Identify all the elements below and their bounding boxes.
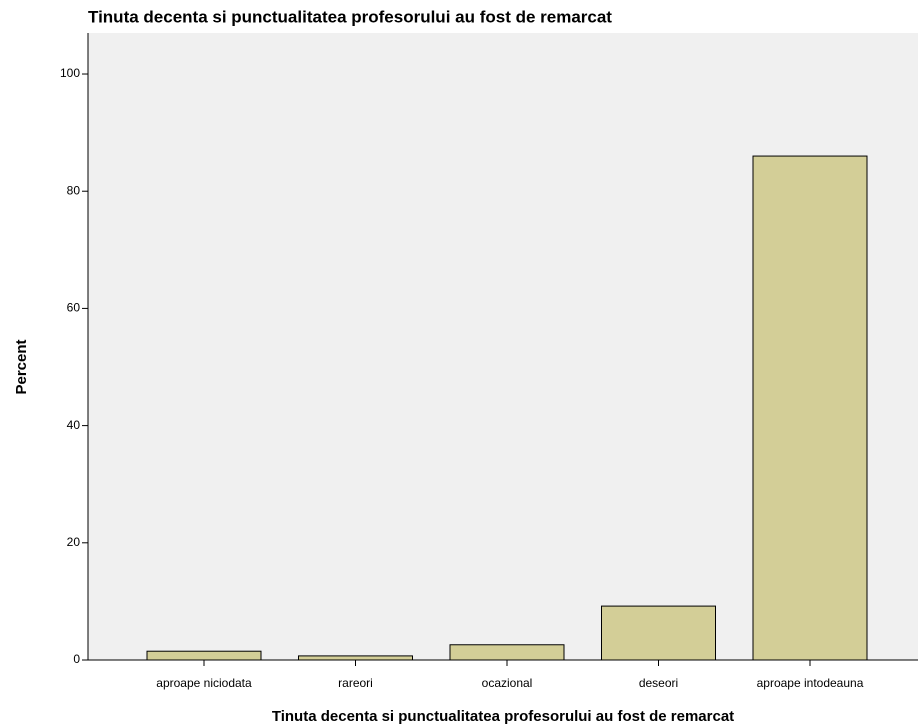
bar — [752, 155, 868, 661]
y-tick-label: 100 — [60, 66, 80, 80]
bar — [298, 655, 413, 661]
x-tick-label: deseori — [639, 676, 678, 690]
y-tick-label: 80 — [67, 183, 81, 197]
bar — [601, 605, 716, 661]
y-axis-title: Percent — [13, 339, 30, 394]
y-tick-label: 60 — [67, 301, 81, 315]
y-tick-label: 0 — [73, 652, 80, 666]
x-tick-label: rareori — [338, 676, 373, 690]
x-tick-label: aproape intodeauna — [757, 676, 864, 690]
bar — [146, 650, 262, 661]
x-tick-label: ocazional — [482, 676, 533, 690]
bar — [449, 644, 565, 661]
x-tick-label: aproape niciodata — [156, 676, 252, 690]
x-axis-title: Tinuta decenta si punctualitatea profeso… — [272, 708, 734, 725]
chart-title: Tinuta decenta si punctualitatea profeso… — [88, 7, 612, 26]
y-tick-label: 20 — [67, 535, 81, 549]
y-tick-label: 40 — [67, 418, 81, 432]
